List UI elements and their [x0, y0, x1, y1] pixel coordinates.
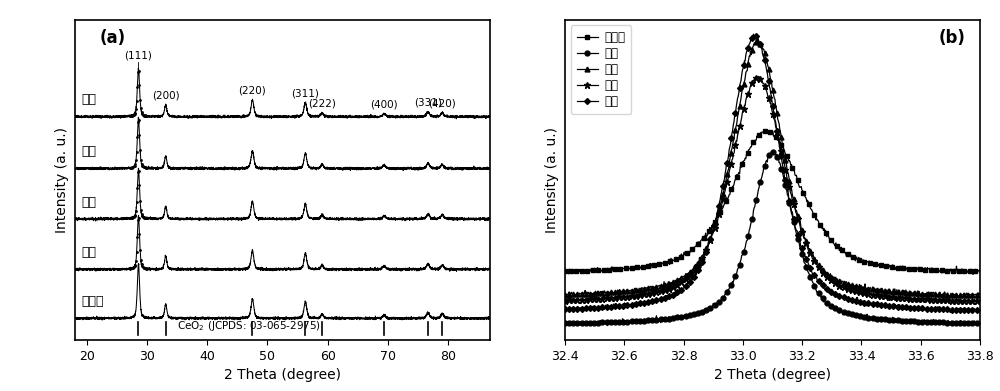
Text: 辐照前: 辐照前	[81, 295, 104, 308]
Text: (200): (200)	[152, 91, 180, 100]
Text: (311): (311)	[291, 88, 319, 98]
Text: (a): (a)	[100, 29, 126, 47]
Y-axis label: Intensity (a. u.): Intensity (a. u.)	[545, 127, 559, 233]
Text: (111): (111)	[125, 51, 152, 61]
Text: 丙酮: 丙酮	[81, 93, 96, 106]
Text: 纯水: 纯水	[81, 246, 96, 259]
Text: (222): (222)	[308, 99, 336, 109]
X-axis label: 2 Theta (degree): 2 Theta (degree)	[224, 368, 341, 382]
Text: (220): (220)	[239, 86, 266, 96]
Text: (400): (400)	[370, 100, 398, 109]
Text: (b): (b)	[938, 29, 965, 47]
Text: (331): (331)	[414, 98, 442, 108]
Y-axis label: Intensity (a. u.): Intensity (a. u.)	[55, 127, 69, 233]
Legend: 辐照前, 纯水, 甲醇, 乙醇, 丙酮: 辐照前, 纯水, 甲醇, 乙醇, 丙酮	[571, 25, 631, 114]
Text: 甲醇: 甲醇	[81, 196, 96, 208]
Text: 乙醇: 乙醇	[81, 145, 96, 158]
X-axis label: 2 Theta (degree): 2 Theta (degree)	[714, 368, 831, 382]
Text: CeO$_2$ (JCPDS: 03-065-2975): CeO$_2$ (JCPDS: 03-065-2975)	[177, 319, 321, 333]
Text: (420): (420)	[428, 99, 456, 109]
